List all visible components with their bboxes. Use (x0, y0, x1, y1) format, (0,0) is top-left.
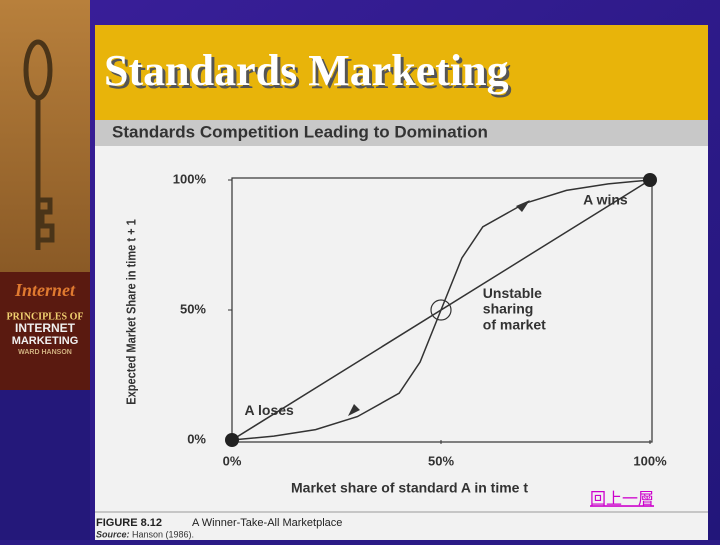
plot: 0% 50% 100% 0% 50% 100% Market share of standa… (124, 171, 667, 495)
key-photo (0, 0, 90, 272)
y-axis-label: Expected Market Share in time t + 1 (124, 219, 139, 405)
back-link[interactable]: 回上一層 (590, 490, 654, 508)
y-tick-label: 0% (187, 431, 206, 446)
slide-title: Standards Marketing (104, 46, 509, 95)
key-icon (23, 39, 55, 250)
annotation: A wins (583, 192, 628, 208)
y-tick-label: 100% (173, 171, 207, 186)
book-text: Internet PRINCIPLES OF INTERNET MARKETIN… (7, 280, 84, 356)
book-line: INTERNET (15, 321, 76, 335)
y-tick-label: 50% (180, 301, 206, 316)
book-author: WARD HANSON (18, 349, 72, 356)
annotation: sharing (483, 301, 534, 317)
source-label: Source: (96, 529, 130, 539)
unstable-point (430, 299, 452, 321)
book-cover (0, 272, 90, 390)
source: Hanson (1986). (132, 529, 194, 539)
title-band (95, 25, 708, 120)
x-tick-label: 100% (633, 453, 667, 468)
title-shadow: Standards Marketing (107, 49, 512, 98)
figure-header: Standards Competition Leading to Dominat… (112, 122, 488, 141)
book-line: PRINCIPLES OF (7, 311, 84, 322)
annotation: of market (483, 316, 546, 332)
side-panel (0, 390, 90, 540)
annotation: A loses (245, 402, 294, 418)
figure-area (95, 120, 708, 540)
annotation: Unstable (483, 285, 542, 301)
endpoint (643, 173, 657, 187)
x-tick-label: 0% (223, 453, 242, 468)
caption-label: FIGURE 8.12 (96, 517, 162, 529)
x-tick-label: 50% (428, 453, 454, 468)
book-line: MARKETING (12, 335, 79, 347)
caption: A Winner-Take-All Marketplace (192, 517, 342, 529)
series-line (231, 179, 651, 441)
endpoint (225, 433, 239, 447)
x-axis-label: Market share of standard A in time t (291, 480, 528, 496)
book-top: Internet (14, 280, 76, 300)
figure-header-bar (95, 120, 708, 146)
